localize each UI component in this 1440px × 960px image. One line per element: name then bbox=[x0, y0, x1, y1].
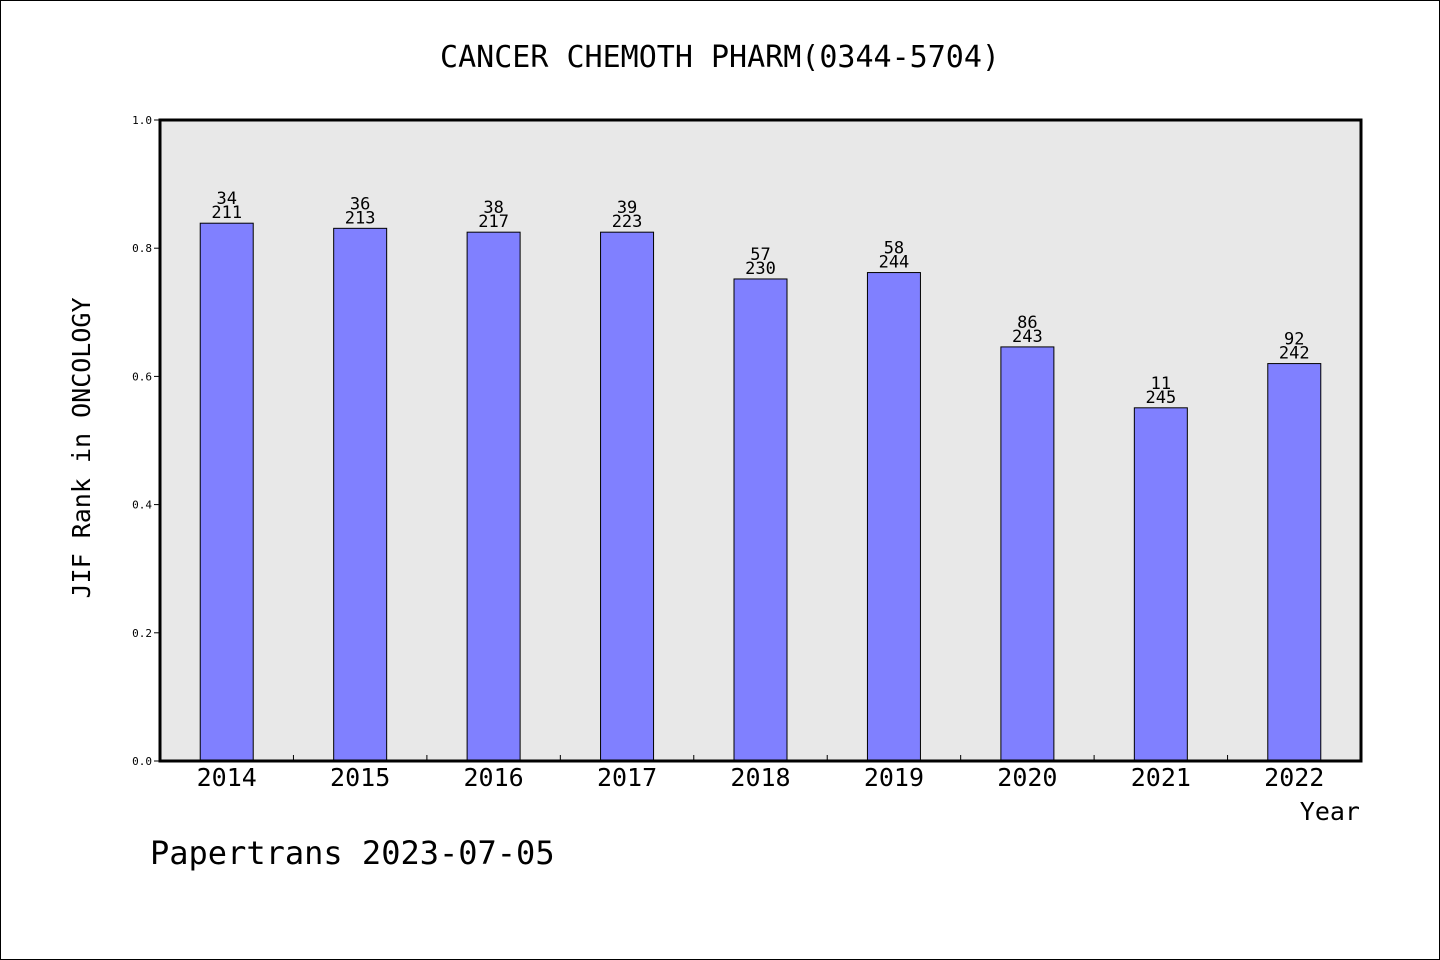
bar-2018 bbox=[733, 278, 788, 762]
x-tick-label: 2018 bbox=[730, 763, 790, 792]
x-tick-label: 2015 bbox=[330, 763, 390, 792]
x-tick-label: 2014 bbox=[197, 763, 257, 792]
bar-total-label: 245 bbox=[1145, 388, 1176, 408]
y-tick-label: 0.6 bbox=[132, 370, 152, 383]
bar-2017 bbox=[600, 231, 655, 762]
x-tick-label: 2020 bbox=[997, 763, 1057, 792]
bar-2021 bbox=[1133, 407, 1188, 762]
bar-2020 bbox=[1000, 346, 1055, 762]
plot-border bbox=[158, 118, 1363, 763]
y-axis: 0.0 0.2 0.4 0.6 0.8 1.0 bbox=[132, 114, 160, 768]
bar-rank-label: 92 bbox=[1284, 330, 1304, 350]
y-tick-label: 1.0 bbox=[132, 114, 152, 127]
bar-total-label: 244 bbox=[879, 253, 910, 273]
x-tick-label: 2021 bbox=[1131, 763, 1191, 792]
bar-rank-label: 36 bbox=[350, 194, 370, 214]
y-tick-label: 0.4 bbox=[132, 499, 152, 512]
x-tick-label: 2016 bbox=[464, 763, 524, 792]
bar-2015 bbox=[333, 227, 388, 762]
y-tick-label: 0.2 bbox=[132, 627, 152, 640]
bar-total-label: 223 bbox=[612, 212, 643, 232]
bar-rank-label: 38 bbox=[483, 198, 503, 218]
bar-total-label: 213 bbox=[345, 208, 376, 228]
bar-rank-label: 58 bbox=[884, 239, 904, 259]
bar-total-label: 242 bbox=[1279, 344, 1310, 364]
bar-2014 bbox=[199, 222, 254, 762]
bar-2022 bbox=[1267, 363, 1322, 762]
y-tick-label: 0.0 bbox=[132, 755, 152, 768]
bar-total-label: 211 bbox=[211, 203, 242, 223]
bar-2019 bbox=[866, 272, 921, 762]
x-tick-label: 2022 bbox=[1264, 763, 1324, 792]
x-axis-label: Year bbox=[1300, 797, 1360, 826]
footer-credit: Papertrans 2023-07-05 bbox=[150, 834, 555, 872]
x-tick-label: 2019 bbox=[864, 763, 924, 792]
x-tick-label: 2017 bbox=[597, 763, 657, 792]
bar-total-label: 243 bbox=[1012, 327, 1043, 347]
bar-total-label: 217 bbox=[478, 212, 509, 232]
chart-title: CANCER CHEMOTH PHARM(0344-5704) bbox=[440, 40, 1000, 75]
x-axis: 2014 2015 2016 2017 2018 2019 2020 2021 2022 bbox=[197, 755, 1324, 792]
bar-2016 bbox=[466, 231, 521, 762]
y-axis-label: JIF Rank in ONCOLOGY bbox=[67, 297, 96, 598]
bar-rank-label: 11 bbox=[1151, 374, 1171, 394]
bar-rank-label: 57 bbox=[750, 245, 770, 265]
bar-total-label: 230 bbox=[745, 259, 776, 279]
bar-rank-label: 86 bbox=[1017, 313, 1037, 333]
bar-rank-label: 34 bbox=[216, 189, 236, 209]
y-tick-label: 0.8 bbox=[132, 242, 152, 255]
bar-rank-label: 39 bbox=[617, 198, 637, 218]
